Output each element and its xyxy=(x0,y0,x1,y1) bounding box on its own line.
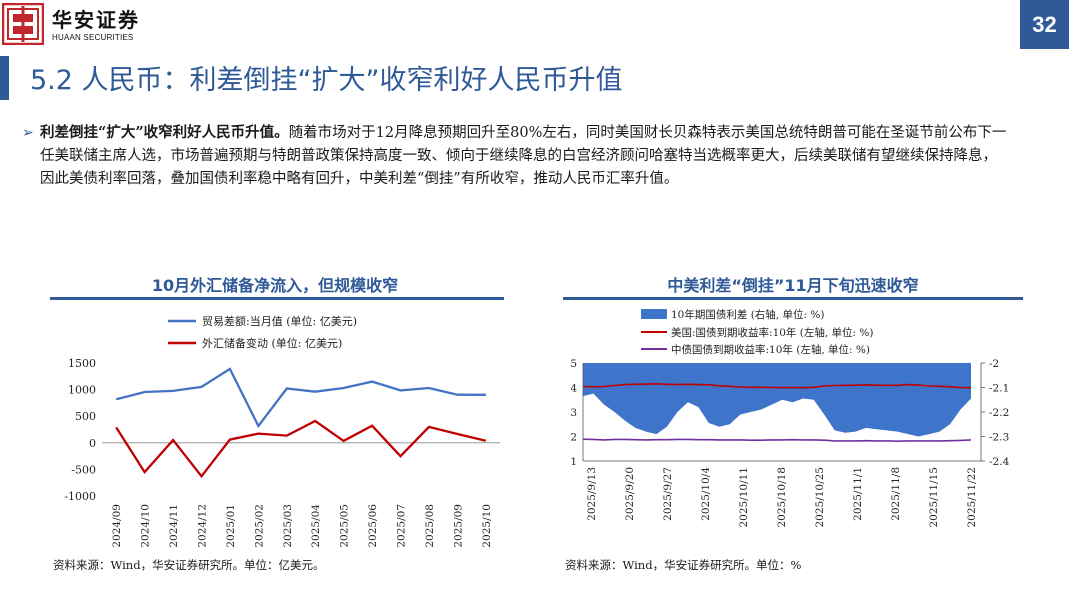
chart1-xtick-label-4: 2025/01 xyxy=(225,504,237,548)
chart1-legend-label-0: 贸易差额:当月值 (单位: 亿美元) xyxy=(202,314,357,328)
chart1-series-line-0 xyxy=(115,367,486,429)
huaan-logo-icon xyxy=(2,3,44,45)
chart1-legend-label-1: 外汇储备变动 (单位: 亿美元) xyxy=(202,336,342,350)
chart1-fx-reserves: 贸易差额:当月值 (单位: 亿美元) 外汇储备变动 (单位: 亿美元) 1500 10… xyxy=(64,314,500,548)
chart1-xtick-label-9: 2025/06 xyxy=(367,504,379,548)
bullet-paragraph: 利差倒挂“扩大”收窄利好人民币升值。随着市场对于12月降息预期回升至80%左右，… xyxy=(40,121,1010,191)
chart1-ytick-label-3: 0 xyxy=(89,437,96,450)
chart1-xtick-label-8: 2025/05 xyxy=(339,504,351,548)
chart2-legend-label-1: 美国:国债到期收益率:10年 (左轴, 单位: %) xyxy=(671,326,874,339)
chart2-ytick-left-4: 1 xyxy=(570,456,577,468)
chart1-ytick-label-5: -1000 xyxy=(64,490,96,503)
chart1-ytick-label-2: 500 xyxy=(75,410,96,423)
chart2-xtick-label-0: 2025/9/13 xyxy=(586,467,598,521)
chart2-xtick-label-3: 2025/10/4 xyxy=(700,467,712,521)
chart2-ytick-right-4: -2.4 xyxy=(989,456,1010,468)
title-accent-bar xyxy=(0,56,9,100)
chart2-ytick-left-2: 3 xyxy=(570,407,577,419)
brand-name-en: HUAAN SECURITIES xyxy=(52,33,134,42)
chart2-ytick-left-3: 2 xyxy=(570,432,577,444)
chart2-ytick-left-0: 5 xyxy=(570,358,577,370)
chart1-xtick-label-3: 2024/12 xyxy=(197,504,209,548)
page-number: 32 xyxy=(1020,0,1069,49)
chart2-ytick-right-3: -2.3 xyxy=(989,432,1009,444)
chart1-xtick-label-13: 2025/10 xyxy=(481,504,493,548)
chart2-legend-label-2: 中债国债到期收益率:10年 (左轴, 单位: %) xyxy=(671,343,870,356)
chart1-xtick-label-10: 2025/07 xyxy=(396,504,408,548)
chart1-xtick-label-11: 2025/08 xyxy=(424,504,436,548)
chart2-xtick-label-6: 2025/10/25 xyxy=(814,467,826,528)
chart1-ytick-label-4: -500 xyxy=(71,463,96,476)
chart1-xtick-label-2: 2024/11 xyxy=(168,504,180,548)
chart2-xtick-label-2: 2025/9/27 xyxy=(662,467,674,521)
page-title: 5.2 人民币：利差倒挂“扩大”收窄利好人民币升值 xyxy=(30,65,623,96)
chart1-xtick-label-1: 2024/10 xyxy=(140,504,152,548)
chart2-xtick-label-7: 2025/11/1 xyxy=(852,467,864,521)
chart2-ytick-right-1: -2.1 xyxy=(989,383,1009,395)
chart1-ytick-label-0: 1500 xyxy=(68,357,96,370)
chart2-xtick-label-9: 2025/11/15 xyxy=(928,467,940,528)
chart1-xtick-label-6: 2025/03 xyxy=(282,504,294,548)
chart1-title: 10月外汇储备净流入，但规模收窄 xyxy=(151,276,399,295)
chart2-legend-swatch-0 xyxy=(641,309,667,319)
chart2-series-line-2 xyxy=(582,438,972,443)
bullet-arrow-icon: ➢ xyxy=(22,125,34,141)
chart1-xtick-label-12: 2025/09 xyxy=(452,504,464,548)
brand-name-cn: 华安证券 xyxy=(52,8,140,32)
chart2-series-line-1 xyxy=(582,382,972,389)
chart2-xtick-label-1: 2025/9/20 xyxy=(624,467,636,521)
chart2-ytick-right-0: -2 xyxy=(989,358,999,370)
bullet-text: 随着市场对于12月降息预期回升至80%左右，同时美国财长贝森特表示美国总统特朗普… xyxy=(40,125,1007,187)
chart1-title-rule xyxy=(50,297,504,300)
chart1-series-line-1 xyxy=(115,419,487,479)
chart1-xtick-label-0: 2024/09 xyxy=(111,504,123,548)
chart2-ytick-right-2: -2.2 xyxy=(989,407,1009,419)
chart2-xtick-label-4: 2025/10/11 xyxy=(738,467,750,528)
chart1-xtick-label-7: 2025/04 xyxy=(310,504,322,548)
chart1-ytick-label-1: 1000 xyxy=(68,384,96,397)
chart2-source: 资料来源：Wind，华安证券研究所。单位：% xyxy=(565,558,802,572)
chart1-source: 资料来源：Wind，华安证券研究所。单位：亿美元。 xyxy=(53,558,325,572)
chart2-yield-spread: 10年期国债利差 (右轴, 单位: %) 美国:国债到期收益率:10年 (左轴, … xyxy=(570,308,1010,528)
chart2-xtick-label-8: 2025/11/8 xyxy=(890,467,902,521)
bullet-lead: 利差倒挂“扩大”收窄利好人民币升值。 xyxy=(40,124,289,141)
chart1-xtick-label-5: 2025/02 xyxy=(253,504,265,548)
chart2-xtick-label-10: 2025/11/22 xyxy=(966,467,978,528)
chart2-xtick-label-5: 2025/10/18 xyxy=(776,467,788,528)
chart2-legend-label-0: 10年期国债利差 (右轴, 单位: %) xyxy=(671,308,824,321)
chart2-title: 中美利差“倒挂”11月下旬迅速收窄 xyxy=(667,276,919,295)
chart2-spread-area xyxy=(583,363,971,437)
chart2-ytick-left-1: 4 xyxy=(570,383,577,395)
chart2-title-rule xyxy=(563,297,1023,300)
